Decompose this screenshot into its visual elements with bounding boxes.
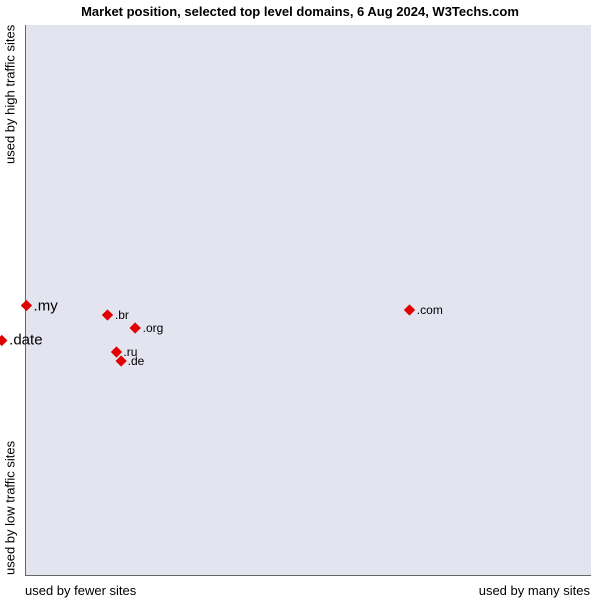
- diamond-marker-icon: [102, 309, 113, 320]
- point-label: .br: [115, 308, 129, 322]
- chart-title: Market position, selected top level doma…: [0, 4, 600, 19]
- diamond-marker-icon: [404, 304, 415, 315]
- data-point: .com: [406, 303, 443, 317]
- y-axis-label-top: used by high traffic sites: [2, 25, 18, 300]
- point-label: .org: [143, 321, 164, 335]
- point-label: .my: [34, 297, 58, 314]
- point-label: .de: [128, 354, 145, 368]
- chart-container: Market position, selected top level doma…: [0, 0, 600, 600]
- data-point: .de: [117, 354, 145, 368]
- diamond-marker-icon: [21, 300, 32, 311]
- point-label: .date: [9, 332, 42, 349]
- x-axis-label-right: used by many sites: [479, 583, 590, 598]
- data-point: .my: [23, 297, 58, 314]
- diamond-marker-icon: [0, 334, 8, 345]
- diamond-marker-icon: [115, 355, 126, 366]
- data-point: .org: [132, 321, 164, 335]
- data-point: .br: [104, 308, 129, 322]
- x-axis-label-left: used by fewer sites: [25, 583, 136, 598]
- plot-area: .my.date.br.org.ru.de.com: [25, 25, 591, 576]
- point-label: .com: [417, 303, 443, 317]
- diamond-marker-icon: [130, 322, 141, 333]
- data-point: .date: [0, 332, 43, 349]
